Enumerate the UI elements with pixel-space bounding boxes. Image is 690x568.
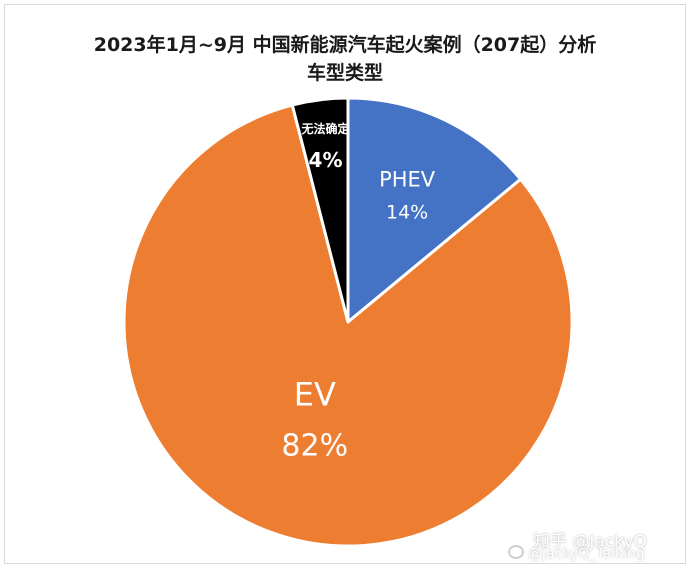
slice-label-phev: PHEV xyxy=(379,167,436,191)
chart-subtitle: 车型类型 xyxy=(306,62,383,84)
pie-slice-phev xyxy=(346,96,523,324)
slice-label-unknown: 无法确定 xyxy=(301,121,350,136)
watermark-weibo: @JackyQ_Talking xyxy=(528,546,645,562)
pie-slice-unknown xyxy=(290,96,350,324)
chart-title: 2023年1月~9月 中国新能源汽车起火案例（207起）分析 xyxy=(93,34,597,56)
watermark-zhihu: 知乎 @JackyQ xyxy=(533,532,647,552)
slice-value-unknown: 4% xyxy=(309,148,343,172)
slice-value-phev: 14% xyxy=(386,201,428,223)
pie-slice-ev xyxy=(122,103,574,548)
slice-label-ev: EV xyxy=(294,375,336,413)
slice-value-ev: 82% xyxy=(281,428,348,463)
weibo-logo-icon xyxy=(508,545,524,559)
